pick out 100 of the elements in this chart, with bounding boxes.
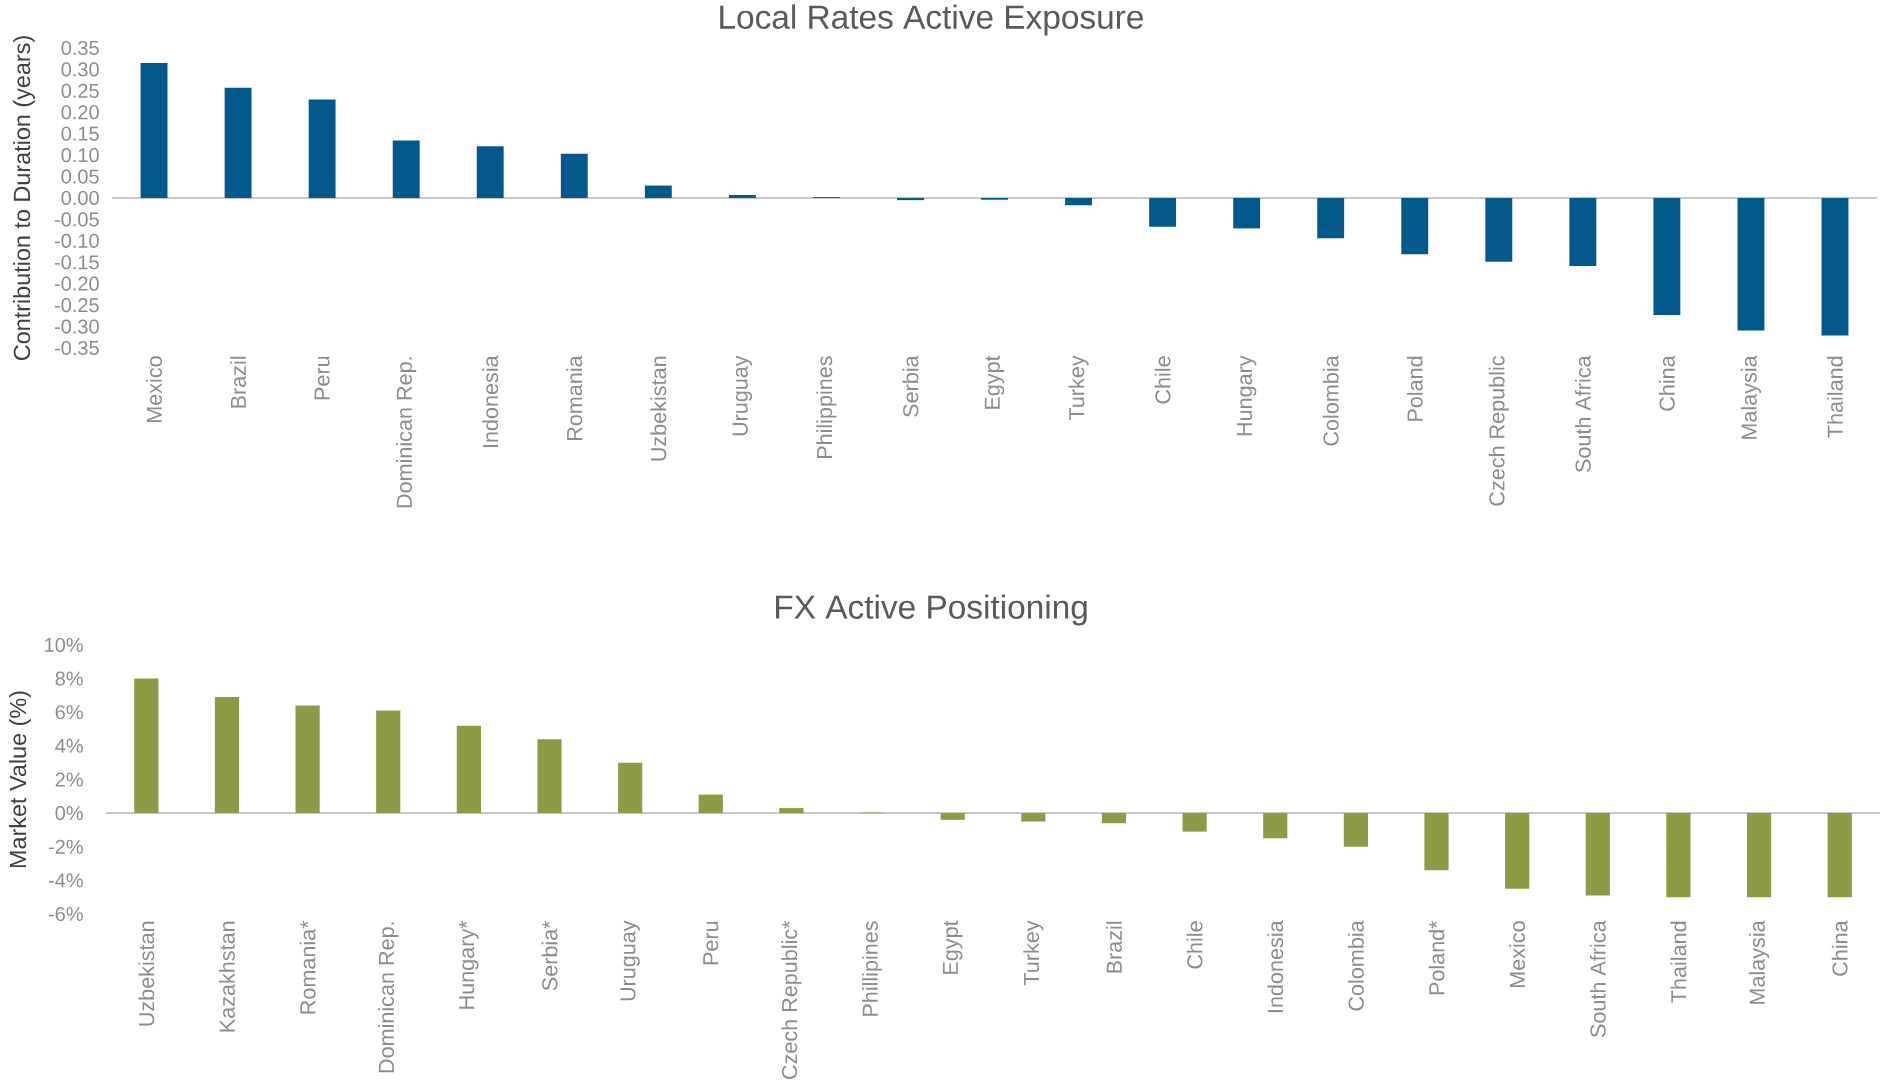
bar <box>940 813 965 820</box>
bar <box>1101 813 1127 824</box>
x-tick-label: China <box>1831 920 1848 976</box>
x-tick-label: Brazil <box>230 356 247 408</box>
bar <box>376 710 401 814</box>
y-tick-label: 0.05 <box>61 169 99 184</box>
bar <box>728 194 756 198</box>
bar <box>644 185 672 198</box>
y-tick-label: 0.15 <box>61 126 99 141</box>
bar <box>779 808 804 814</box>
bar <box>698 794 723 814</box>
x-tick-label: Romania <box>566 355 583 441</box>
bar <box>1746 813 1772 898</box>
bar <box>308 99 336 198</box>
bar <box>134 678 159 814</box>
x-tick-label: Chile <box>1154 356 1171 404</box>
x-tick-label: Turkey <box>1023 920 1044 986</box>
bar <box>1485 197 1513 262</box>
y-tick-label: 4% <box>55 738 83 753</box>
bar <box>1343 813 1368 847</box>
x-tick-label: Dominican Rep. <box>396 357 417 508</box>
x-tick-label: Thailand <box>1827 356 1843 438</box>
x-tick-label: Malaysia <box>1748 920 1770 1004</box>
y-tick-label: 8% <box>55 671 83 686</box>
y-tick-label: -0.25 <box>54 298 99 313</box>
x-tick-label: Chile <box>1186 921 1203 969</box>
bar <box>1233 197 1261 229</box>
x-tick-label: Mexico <box>146 356 162 423</box>
bar <box>1737 197 1765 331</box>
x-tick-label: Czech Republic <box>1488 356 1509 506</box>
x-tick-label: Poland* <box>1428 920 1445 995</box>
bar <box>140 62 168 198</box>
bar <box>1401 197 1429 255</box>
x-tick-label: Thailand <box>1670 921 1687 1003</box>
bar <box>392 140 420 198</box>
chart-title: Local Rates Active Exposure <box>720 4 1143 36</box>
bar <box>476 146 504 198</box>
bar <box>897 197 924 201</box>
bar <box>1666 813 1691 898</box>
y-tick-label: -0.15 <box>54 255 99 270</box>
y-tick-label: 0% <box>55 806 83 821</box>
x-tick-label: South Africa <box>1589 920 1606 1038</box>
y-tick-label: 0.10 <box>61 148 99 163</box>
y-tick-label: -0.30 <box>54 319 99 334</box>
chart-title: FX Active Positioning <box>776 594 1087 626</box>
x-tick-label: Uruguay <box>620 920 640 1001</box>
bar <box>1424 813 1449 871</box>
bar <box>1021 813 1046 822</box>
bar <box>1585 813 1610 896</box>
bar <box>1317 197 1345 239</box>
x-tick-label: Serbia <box>902 355 919 417</box>
x-tick-label: Peru <box>314 356 330 400</box>
bar <box>1505 813 1530 889</box>
bar <box>1821 197 1849 336</box>
y-tick-label: 0.30 <box>61 62 99 77</box>
y-tick-label: 0.00 <box>61 190 99 206</box>
y-tick-label: 6% <box>55 705 83 720</box>
bar <box>224 87 252 198</box>
y-tick-label: 0.35 <box>61 40 99 56</box>
y-tick-label: 10% <box>45 637 83 653</box>
x-tick-label: Brazil <box>1106 921 1122 973</box>
x-tick-label: Phillipines <box>861 921 883 1016</box>
x-tick-label: Mexico <box>1509 921 1526 988</box>
x-tick-label: Turkey <box>1068 355 1089 421</box>
x-tick-label: Kazakhstan <box>219 921 235 1032</box>
x-tick-label: Egypt <box>943 920 963 974</box>
x-tick-label: Indonesia <box>482 355 499 448</box>
x-tick-label: Uzbekistan <box>138 921 155 1026</box>
x-tick-label: Czech Republic* <box>781 920 802 1079</box>
y-tick-label: -0.35 <box>54 340 99 356</box>
y-tick-label: -2% <box>48 839 83 854</box>
x-tick-label: Serbia* <box>541 920 558 991</box>
x-tick-label: Indonesia <box>1267 920 1284 1013</box>
bar <box>1263 813 1288 839</box>
y-tick-label: -6% <box>48 906 83 922</box>
x-tick-label: Poland <box>1406 356 1423 421</box>
y-tick-label: -0.20 <box>54 276 99 291</box>
bar <box>1065 197 1093 206</box>
x-tick-label: Malaysia <box>1740 355 1762 439</box>
y-tick-label: 2% <box>55 772 83 787</box>
bar <box>1149 197 1177 227</box>
bar <box>1569 197 1597 267</box>
x-tick-label: Colombia <box>1322 355 1339 446</box>
bar <box>1653 197 1681 315</box>
x-tick-label: Hungary <box>1236 355 1257 436</box>
bar <box>537 739 562 814</box>
bar <box>295 705 320 814</box>
x-tick-label: Dominican Rep. <box>378 922 399 1073</box>
x-tick-label: Uzbekistan <box>650 356 667 461</box>
x-tick-label: Hungary* <box>459 920 479 1009</box>
bar <box>1827 813 1852 898</box>
bar <box>214 697 240 814</box>
bar <box>1182 813 1207 832</box>
y-tick-label: -4% <box>48 873 83 888</box>
bar <box>456 725 481 814</box>
bar <box>618 762 643 814</box>
y-axis-title: Contribution to Duration (years) <box>13 36 35 361</box>
x-tick-label: Romania* <box>299 920 316 1014</box>
y-tick-label: -0.05 <box>54 212 99 227</box>
x-tick-label: South Africa <box>1574 355 1591 473</box>
